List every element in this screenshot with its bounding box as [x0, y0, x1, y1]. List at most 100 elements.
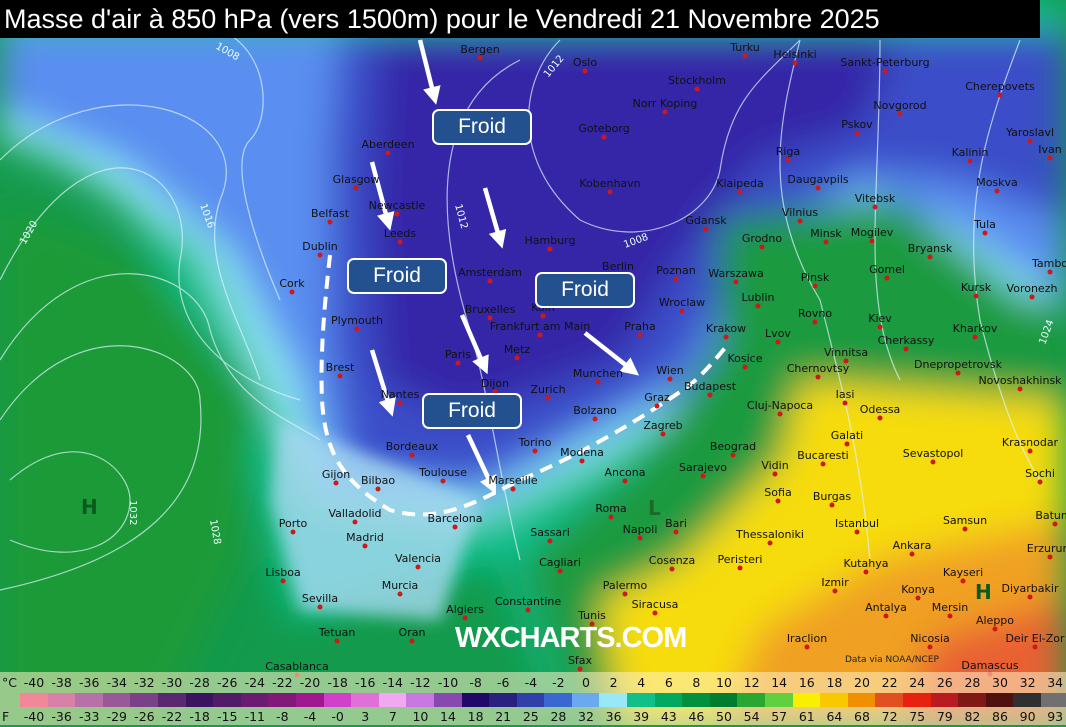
city-label: Belfast [310, 207, 350, 220]
city-marker [334, 638, 340, 644]
city-label: Mersin [931, 601, 969, 614]
city-marker [955, 370, 961, 376]
city-label: Moskva [976, 176, 1018, 189]
celsius-tick: -4 [524, 675, 538, 690]
city-marker [812, 283, 818, 289]
celsius-tick: 26 [936, 675, 953, 690]
celsius-tick: -16 [354, 675, 376, 690]
city-marker [812, 319, 818, 325]
color-swatch [737, 693, 766, 707]
city-label: Zurich [530, 383, 566, 396]
city-marker [733, 279, 739, 285]
city-label: Bolzano [573, 404, 617, 417]
city-marker [477, 55, 483, 61]
city-label: Hamburg [524, 234, 576, 247]
fahrenheit-tick: 3 [361, 709, 370, 724]
cold-label: Froid [535, 272, 635, 308]
color-swatch [682, 693, 710, 707]
city-marker [775, 339, 781, 345]
city-marker [667, 376, 673, 382]
city-marker [679, 308, 685, 314]
city-marker [673, 529, 679, 535]
city-marker [487, 315, 493, 321]
city-label: Kutahya [843, 557, 889, 570]
city-marker [1052, 521, 1058, 527]
city-label: Napoli [622, 523, 658, 536]
fahrenheit-tick: 14 [440, 709, 456, 724]
city-label: Brest [325, 361, 355, 374]
color-swatch [461, 693, 490, 707]
city-marker [385, 150, 391, 156]
city-label: Tambo [1031, 257, 1066, 270]
city-label: Lisboa [265, 566, 301, 579]
city-marker [452, 524, 458, 530]
celsius-tick: -30 [161, 675, 183, 690]
fahrenheit-tick: 82 [964, 709, 981, 724]
city-label: Wroclaw [658, 296, 706, 309]
city-marker [972, 334, 978, 340]
city-marker [882, 68, 888, 74]
celsius-tick: 28 [964, 675, 981, 690]
color-swatch [792, 693, 821, 707]
city-label: Nicosia [910, 632, 950, 645]
city-label: Burgas [812, 490, 852, 503]
city-marker [601, 134, 607, 140]
city-label: Helsinki [773, 48, 817, 61]
celsius-tick: -10 [437, 675, 459, 690]
city-label: Berlin [602, 260, 634, 273]
city-label: Norr Koping [632, 97, 698, 110]
city-label: Kalinin [951, 146, 989, 159]
city-label: Lublin [741, 291, 775, 304]
city-label: Sankt-Peterburg [840, 56, 930, 69]
city-marker [863, 569, 869, 575]
arrow [417, 39, 441, 105]
city-label: Sfax [567, 654, 593, 667]
city-marker [775, 498, 781, 504]
color-swatch [130, 693, 158, 707]
color-swatch [875, 693, 903, 707]
city-label: Thessaloniki [736, 528, 804, 541]
celsius-tick: -8 [469, 675, 482, 690]
fahrenheit-tick: 61 [798, 709, 815, 724]
city-label: Oslo [572, 56, 598, 69]
color-swatch [295, 693, 324, 707]
city-label: Vidin [761, 459, 789, 472]
city-marker [592, 416, 598, 422]
fahrenheit-tick: 7 [388, 709, 397, 724]
fahrenheit-tick: 68 [854, 709, 870, 724]
celsius-tick: 16 [798, 675, 815, 690]
city-marker [842, 400, 848, 406]
city-label: Ankara [892, 539, 932, 552]
city-marker [660, 431, 666, 437]
city-label: Cluj-Napoca [746, 399, 814, 412]
city-marker [797, 218, 803, 224]
isobar-label: 1032 [127, 500, 138, 525]
celsius-tick: 24 [909, 675, 926, 690]
city-label: Frankfurt am Main [489, 320, 591, 333]
city-marker [1047, 554, 1053, 560]
city-label: Barcelona [427, 512, 483, 525]
city-label: Bilbao [360, 474, 396, 487]
city-marker [804, 644, 810, 650]
celsius-labels: -40 -38 -36 -34 -32 -30 -28 -26 -24 -22 -20 -18 -16-… [0, 675, 1066, 693]
celsius-tick: 20 [854, 675, 870, 690]
city-label: Konya [901, 583, 935, 596]
city-marker [280, 578, 286, 584]
fahrenheit-tick: 54 [743, 709, 760, 724]
city-marker [622, 478, 628, 484]
city-marker [815, 374, 821, 380]
city-marker [947, 613, 953, 619]
city-marker [930, 459, 936, 465]
city-label: Kobenhavn [579, 177, 641, 190]
city-marker [694, 86, 700, 92]
city-label: Tetuan [318, 626, 356, 639]
city-label: Valladolid [328, 507, 382, 520]
city-marker [772, 471, 778, 477]
city-label: Mogilev [850, 226, 894, 239]
color-swatch [709, 693, 738, 707]
city-marker [1047, 155, 1053, 161]
color-swatch [1040, 693, 1066, 707]
city-label: Rovno [797, 307, 833, 320]
city-marker [903, 346, 909, 352]
city-label: Novgorod [873, 99, 927, 112]
